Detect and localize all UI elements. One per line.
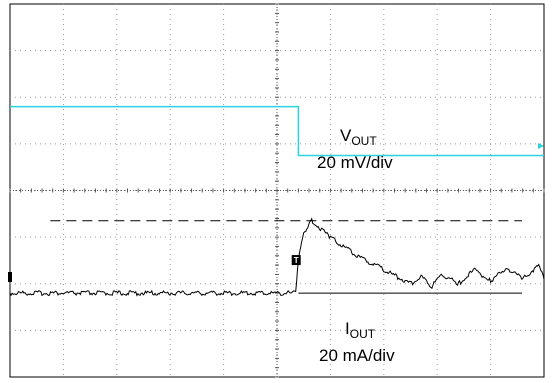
- grid: [9, 3, 545, 378]
- reference-lines: [50, 220, 522, 294]
- traces: [9, 105, 545, 297]
- iout-label-sub: OUT: [350, 327, 376, 341]
- vout-scale: 20 mV/div: [317, 153, 393, 172]
- trigger-label: T: [294, 256, 299, 265]
- iout-offset-marker: [8, 272, 12, 282]
- trigger-box: [291, 255, 301, 266]
- iout-label: IOUT: [345, 319, 376, 341]
- trace-iout: [9, 217, 545, 297]
- vout-label: VOUT: [340, 126, 377, 148]
- iout-scale: 20 mA/div: [319, 346, 395, 365]
- trace-vout: [10, 105, 544, 157]
- vout-label-main: V: [340, 126, 352, 145]
- vout-offset-arrow: [538, 143, 544, 149]
- vout-label-sub: OUT: [351, 134, 377, 148]
- iout-label-main: I: [345, 319, 350, 338]
- trigger-marker: T: [291, 255, 301, 266]
